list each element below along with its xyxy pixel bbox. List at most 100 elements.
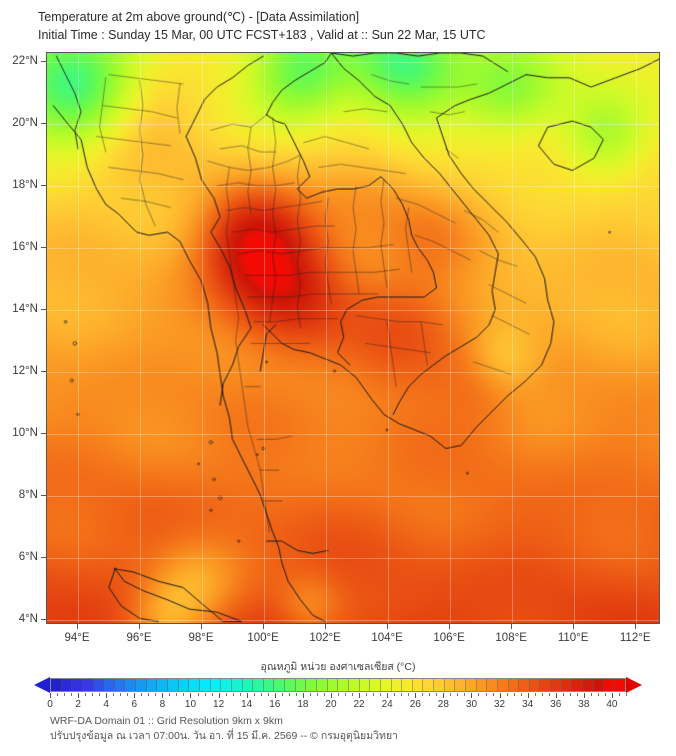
colorbar-segment xyxy=(114,679,126,691)
colorbar-minor-tick xyxy=(457,693,459,696)
colorbar-segment xyxy=(455,679,466,691)
colorbar-tick-label: 24 xyxy=(381,699,393,710)
x-tick-label: 106°E xyxy=(433,632,465,644)
colorbar-minor-tick xyxy=(401,693,403,696)
x-tick-label: 98°E xyxy=(188,632,214,644)
colorbar-segment xyxy=(465,679,477,691)
colorbar-minor-tick xyxy=(169,693,171,696)
colorbar-strip-row[interactable] xyxy=(34,677,642,693)
colorbar-major-tick xyxy=(246,693,248,698)
colorbar-tick-label: 28 xyxy=(437,699,449,710)
y-tick-label: 12°N xyxy=(12,365,38,378)
colorbar-minor-tick xyxy=(548,693,550,696)
colorbar-segment xyxy=(583,679,594,691)
colorbar-minor-tick xyxy=(176,693,178,696)
colorbar-minor-tick xyxy=(618,693,620,696)
colorbar-segment xyxy=(497,679,509,691)
colorbar-major-tick xyxy=(387,693,389,698)
y-tick-mark xyxy=(41,61,46,63)
colorbar-tick-label: 34 xyxy=(522,699,534,710)
footer-line-2: ปรับปรุงข้อมูล ณ เวลา 07:00น. วัน อา. ที… xyxy=(50,730,398,742)
colorbar-segment xyxy=(263,679,275,691)
colorbar-tick-label: 10 xyxy=(184,699,197,710)
colorbar-minor-tick xyxy=(71,693,73,696)
colorbar-block: อุณหภูมิ หน่วย องศาเซลเซียส (°C) 0 2 4 6 8 10… xyxy=(0,660,676,715)
footer-block: WRF-DA Domain 01 :: Grid Resolution 9km … xyxy=(50,714,650,744)
colorbar-segment xyxy=(253,679,264,691)
colorbar-gradient xyxy=(50,678,626,692)
colorbar-minor-tick xyxy=(422,693,424,696)
colorbar-minor-tick xyxy=(541,693,543,696)
colorbar-tick-label: 40 xyxy=(606,699,618,710)
colorbar-minor-tick xyxy=(155,693,157,696)
x-tick-mark xyxy=(449,624,451,629)
y-tick-label: 6°N xyxy=(18,551,38,564)
map-frame xyxy=(46,52,660,624)
colorbar-extend-low-icon xyxy=(34,677,50,693)
colorbar-minor-tick xyxy=(352,693,354,696)
colorbar-minor-tick xyxy=(183,693,185,696)
colorbar-tick-label: 22 xyxy=(353,699,365,710)
colorbar-segment xyxy=(529,679,541,691)
colorbar-minor-tick xyxy=(492,693,494,696)
colorbar-minor-tick xyxy=(85,693,87,696)
colorbar-segment xyxy=(221,679,232,691)
x-tick-label: 96°E xyxy=(126,632,152,644)
y-tick-mark xyxy=(41,185,46,187)
y-tick-mark xyxy=(41,123,46,125)
colorbar-minor-tick xyxy=(450,693,452,696)
colorbar-segment xyxy=(614,679,625,691)
colorbar-minor-tick xyxy=(436,693,438,696)
footer-line-1: WRF-DA Domain 01 :: Grid Resolution 9km … xyxy=(50,715,283,727)
x-tick-mark xyxy=(77,624,78,629)
x-tick-mark xyxy=(201,624,203,629)
x-tick-label: 104°E xyxy=(371,632,403,644)
colorbar-segment xyxy=(359,679,371,691)
colorbar-segment xyxy=(285,679,296,691)
y-tick-mark xyxy=(41,495,46,497)
colorbar-segment xyxy=(508,679,520,691)
x-tick-mark xyxy=(387,624,389,629)
colorbar-segment xyxy=(540,679,552,691)
colorbar-tick-label: 32 xyxy=(493,699,506,710)
y-tick-label: 8°N xyxy=(18,489,38,502)
colorbar-segment xyxy=(593,679,605,691)
colorbar-minor-tick xyxy=(590,693,592,696)
colorbar-minor-tick xyxy=(380,693,382,696)
colorbar-major-tick xyxy=(274,693,276,698)
colorbar-tick-label: 20 xyxy=(325,699,337,710)
colorbar-minor-tick xyxy=(394,693,396,696)
colorbar-minor-tick xyxy=(323,693,325,696)
x-tick-mark xyxy=(635,624,637,629)
x-tick-mark xyxy=(325,624,327,629)
colorbar-minor-tick xyxy=(281,693,283,696)
colorbar-segment xyxy=(125,679,137,691)
colorbar-tick-label: 30 xyxy=(465,699,478,710)
colorbar-minor-tick xyxy=(295,693,297,696)
colorbar-major-tick xyxy=(443,693,445,698)
colorbar-minor-tick xyxy=(338,693,339,696)
colorbar-minor-tick xyxy=(57,693,59,696)
x-tick-mark xyxy=(139,624,141,629)
colorbar-minor-tick xyxy=(506,693,508,696)
colorbar-major-tick xyxy=(471,693,473,698)
x-tick-label: 100°E xyxy=(247,632,279,644)
colorbar-minor-tick xyxy=(604,693,606,696)
colorbar-major-tick xyxy=(611,693,613,698)
colorbar-tick-label: 36 xyxy=(550,699,562,710)
temperature-field-canvas xyxy=(47,53,659,623)
colorbar-segment xyxy=(168,679,179,691)
colorbar-minor-tick xyxy=(373,693,375,696)
colorbar-minor-tick xyxy=(513,693,515,696)
colorbar-axis: 0 2 4 6 8 10 12 14 16 18 20 22 24 26 28 30 32 34 36 38 40 xyxy=(47,693,627,715)
y-tick-mark xyxy=(41,309,46,311)
colorbar-minor-tick xyxy=(316,693,318,696)
y-tick-label: 4°N xyxy=(18,613,38,626)
colorbar-segment xyxy=(242,679,254,691)
colorbar-tick-label: 16 xyxy=(269,699,281,710)
colorbar-minor-tick xyxy=(204,693,206,696)
colorbar-tick-label: 38 xyxy=(578,699,590,710)
colorbar-major-tick xyxy=(162,693,164,698)
map-plot-area[interactable]: 22°N 20°N 18°N 16°N 14°N 12°N 10°N 8°N 6°N 4°N 94… xyxy=(12,52,660,644)
colorbar-minor-tick xyxy=(267,693,269,696)
